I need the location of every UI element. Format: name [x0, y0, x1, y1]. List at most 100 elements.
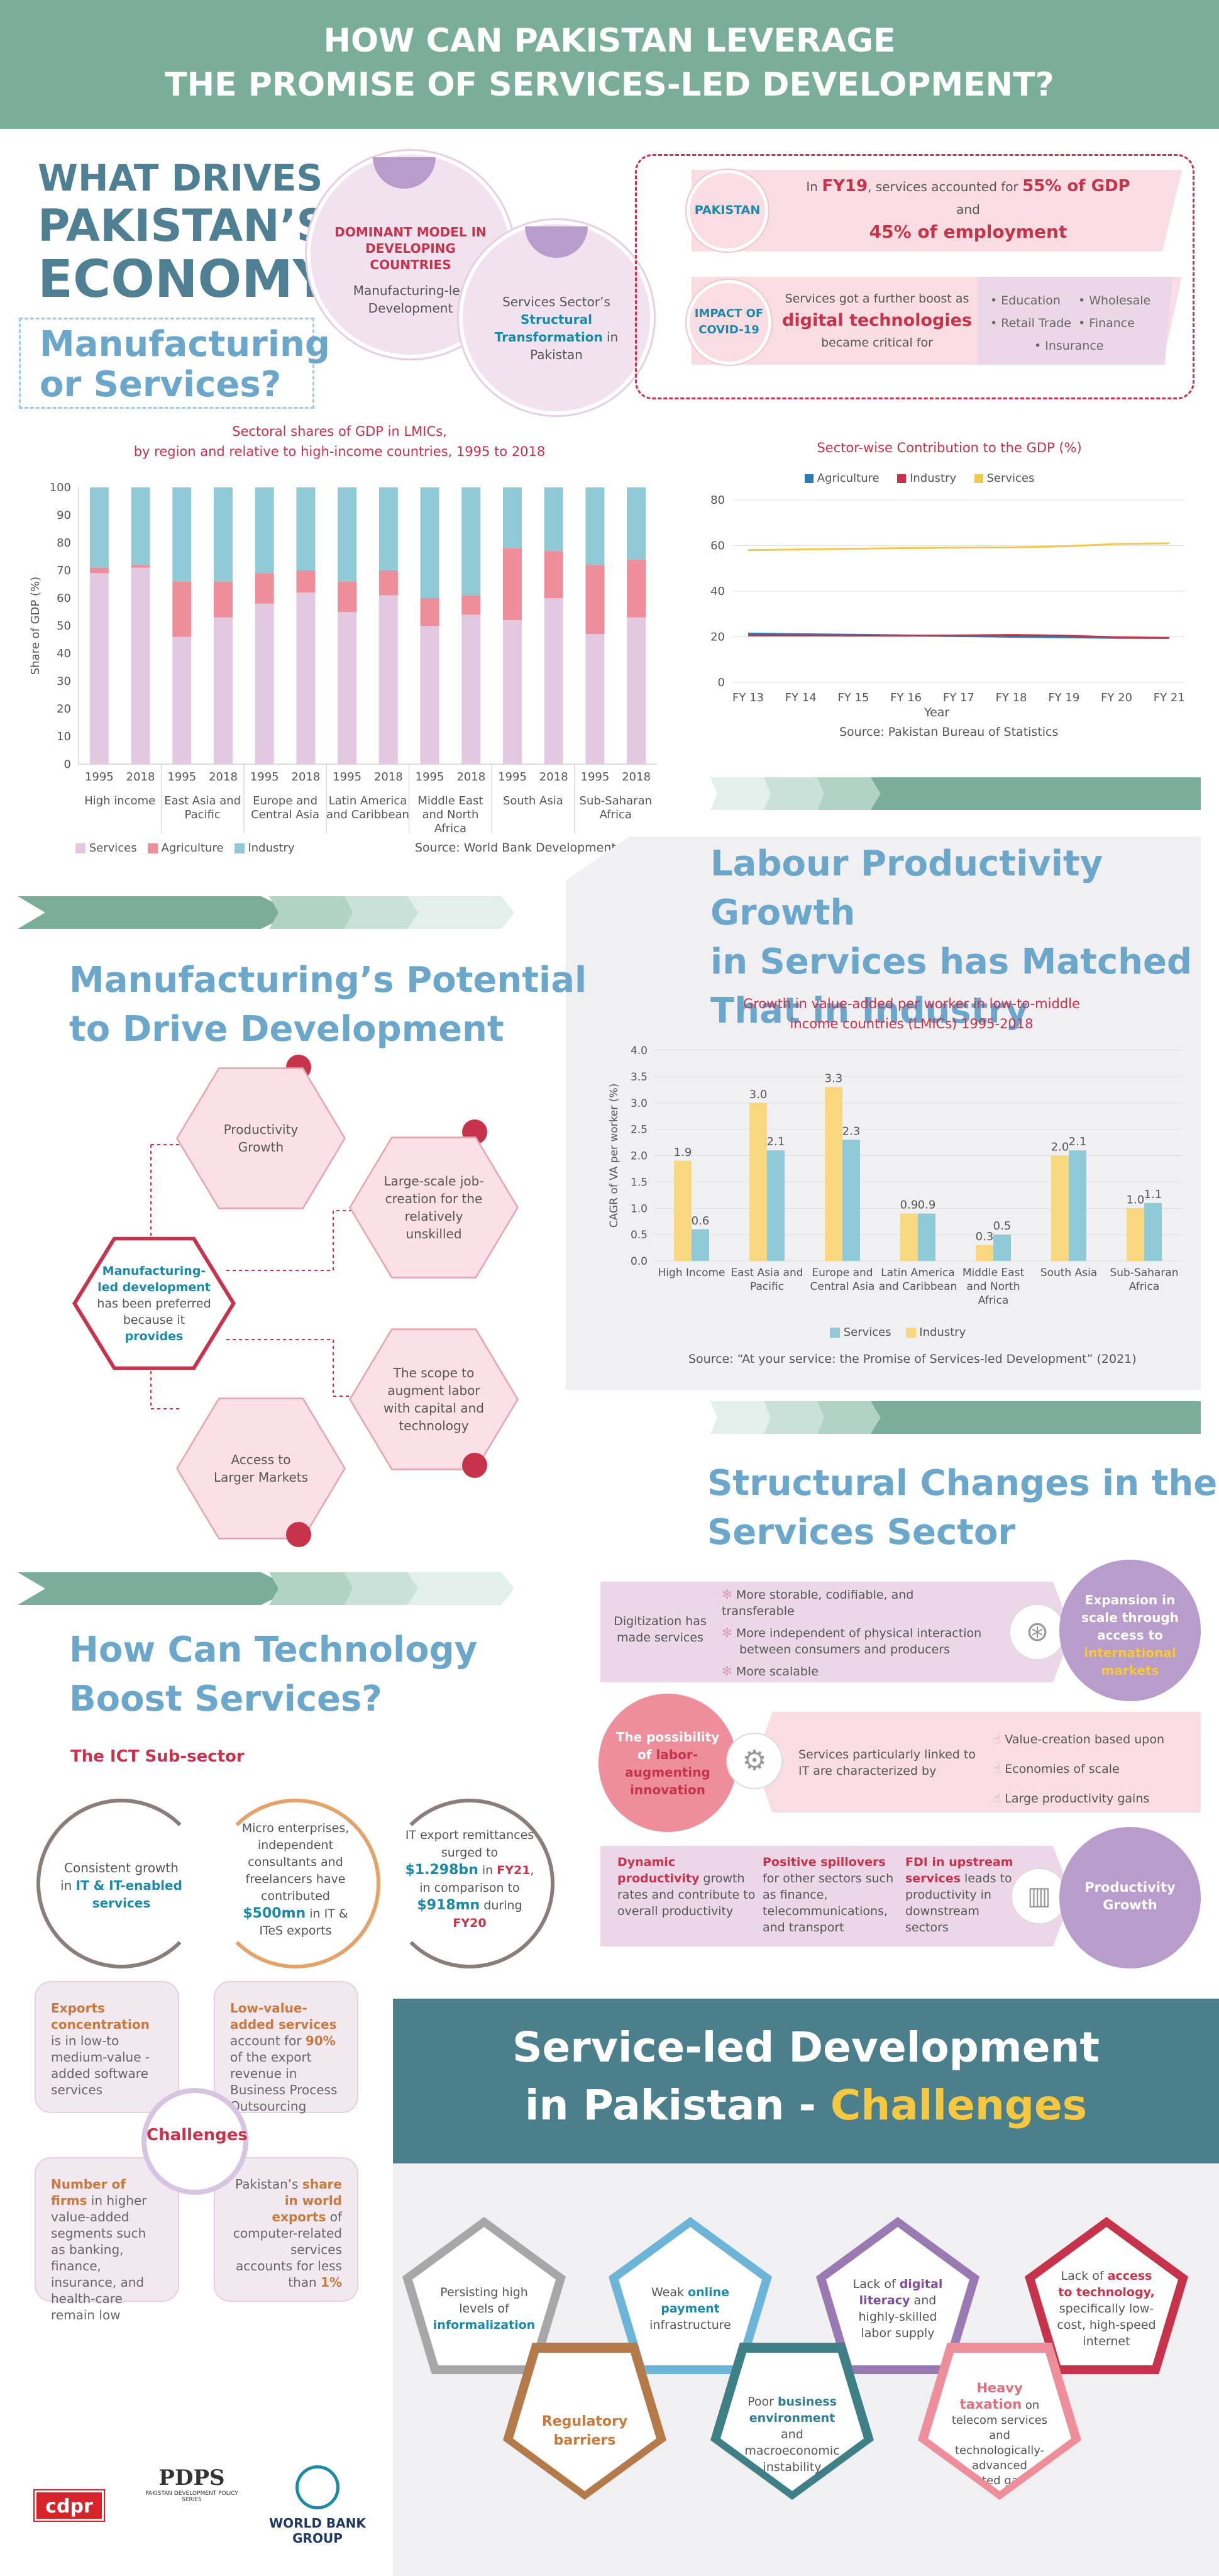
challenge-4-bold: share in world exports	[272, 2177, 343, 2224]
chart1-xtick: 2018	[126, 770, 155, 784]
labour-title: Labour Productivity Growth in Services h…	[710, 840, 1219, 1036]
chevron	[18, 896, 294, 929]
chart1-legend: Services Agriculture Industry	[75, 841, 295, 855]
chart3-bar-industry	[1127, 1208, 1144, 1261]
chart1-bar-industry	[461, 487, 481, 596]
pdps-logo-text: PDPS	[158, 2465, 225, 2490]
struct-row1-bg	[600, 1582, 1072, 1682]
chart1-bar-industry	[420, 487, 439, 598]
chart3-xtick: and Caribbean	[879, 1280, 957, 1293]
challenge-4-pct: 1%	[321, 2275, 342, 2290]
chart3-bar-services	[767, 1150, 785, 1261]
pent3-b: digital literacy	[859, 2277, 943, 2307]
chart1-bar-agriculture	[378, 570, 398, 596]
chart3-ytick: 2.5	[631, 1124, 648, 1136]
chart1-xtick: 2018	[622, 770, 651, 784]
chart2-ytick: 40	[710, 585, 725, 598]
chart1-bar-agriculture	[131, 565, 150, 568]
sector-contribution-chart: 80 60 40 20 0 FY 13 FY 14 FY 15 FY 16 FY 17 FY 18 F…	[710, 494, 1185, 704]
chart2-ytick: 80	[710, 494, 725, 507]
pent2-b: online payment	[661, 2285, 730, 2316]
challenge-4-b: of computer-related services accounts fo…	[233, 2209, 342, 2290]
ict-c3-val2: $918mn	[417, 1897, 480, 1913]
struct-row1-item-3: More scalable	[736, 1665, 819, 1679]
chevron	[871, 777, 1201, 810]
chart1-xtick: 1995	[581, 770, 610, 784]
chart3-data-label: 3.3	[825, 1072, 843, 1085]
challenge-1-bold: Exports concentration	[51, 2001, 150, 2032]
challenge-2-a: account for	[230, 2033, 306, 2048]
dominant-model-text: Manufacturing-led Development	[353, 283, 468, 316]
chart1-bar-agriculture	[461, 595, 481, 615]
chart1-bar-industry	[172, 487, 192, 582]
pent4-a: Lack of	[1061, 2269, 1108, 2283]
chart1-bar-services	[338, 612, 357, 764]
labour-source: Source: “At your service: the Promise of…	[688, 1352, 1137, 1366]
labour-chart-title: Growth in value-added per worker in low-…	[629, 994, 1194, 1034]
chart1-xtick: 2018	[456, 770, 485, 784]
chart3-bar-services	[842, 1140, 860, 1261]
legend-agriculture-swatch	[147, 843, 158, 853]
chart2-ytick: 0	[718, 676, 725, 689]
chevron-bar-4	[18, 1572, 514, 1605]
chart3-ytick: 0.5	[631, 1229, 648, 1241]
chart1-legend-services: Services	[89, 841, 137, 855]
ict-c1-bold: IT & IT-enabled services	[75, 1878, 182, 1911]
chart2-title: Sector-wise Contribution to the GDP (%)	[817, 440, 1082, 455]
labour-chart-title-2: income countries (LMICs) 1995-2018	[790, 1016, 1034, 1031]
chart1-bar-agriculture	[296, 570, 316, 593]
covid-item-retail: • Retail Trade	[990, 316, 1071, 330]
chart1-bar-services	[627, 617, 646, 764]
chart1-bar-agriculture	[338, 581, 357, 612]
chart2-legend: Agriculture Industry Services	[805, 472, 1034, 485]
chart1-group-label: Africa	[600, 808, 632, 821]
chart1-bar-industry	[378, 487, 398, 570]
struct-row3-c1-bold: Dynamic productivity	[617, 1855, 700, 1885]
ict-circle-2: Micro enterprises, independent consultan…	[211, 1799, 380, 1968]
chart1-xtick: 1995	[498, 770, 527, 784]
challenge-2-b: of the export revenue in Business Proces…	[230, 2050, 338, 2114]
chart1-bar-industry	[296, 487, 316, 570]
chart3-xtick: Sub-Saharan	[1110, 1267, 1178, 1279]
chart1-ytick: 70	[57, 564, 71, 577]
chart1-title-2: by region and relative to high-income co…	[133, 444, 546, 459]
ict-circle-1: Consistent growth in IT & IT-enabled ser…	[36, 1799, 206, 1968]
hex3-dot	[462, 1453, 487, 1478]
hex-center: Manufacturing-led development has been p…	[77, 1240, 231, 1367]
chart1-bar-agriculture	[627, 559, 646, 618]
chart3-xtick: Latin America	[881, 1267, 955, 1279]
pakistan-strip	[692, 170, 1182, 252]
chart3-bar-services	[1069, 1150, 1086, 1261]
challenge-4-a: Pakistan’s	[235, 2177, 302, 2192]
pent2-c: infrastructure	[649, 2318, 731, 2332]
chart2-xtick: FY 17	[943, 691, 974, 704]
struct-row3-col3: FDI in upstream services leads to produc…	[905, 1854, 1018, 1936]
struct-row1-circle-b: international markets	[1084, 1645, 1176, 1678]
chart1-bar-services	[544, 598, 563, 764]
ict-c1-pre: Consistent growth in	[60, 1860, 179, 1893]
chart3-data-label: 2.1	[767, 1135, 785, 1148]
legend-services-swatch	[75, 843, 85, 853]
struct-row1-circle: Expansion in scale through access to int…	[1059, 1560, 1201, 1701]
chart1-xtick: 2018	[539, 770, 568, 784]
chart3-data-label: 3.0	[749, 1088, 768, 1101]
chart1-xtick: 1995	[416, 770, 444, 784]
chart1-bar-industry	[627, 487, 646, 560]
pent3-a: Lack of	[852, 2277, 900, 2291]
services-transform-post: in Pakistan	[530, 330, 619, 362]
chart3-ytick: 1.0	[631, 1202, 648, 1215]
chart3-bar-industry	[900, 1213, 918, 1261]
covid-text-pre: Services got a further boost as	[785, 292, 969, 306]
chart3-xtick: Central Asia	[810, 1280, 875, 1293]
chart2-xtick: FY 15	[837, 691, 869, 704]
chart-icon-circle: ▥	[1011, 1868, 1067, 1924]
chart1-ytick: 30	[57, 675, 71, 688]
challenge-3-text: in higher value-added segments such as b…	[51, 2193, 147, 2323]
chart1-xtick: 1995	[333, 770, 361, 784]
chart3-xtick: Pacific	[750, 1280, 784, 1293]
chart3-bar-services	[918, 1213, 935, 1261]
challenge-box-1: Exports concentration is in low-to mediu…	[35, 1981, 179, 2113]
chart1-group-label: Europe and	[253, 794, 317, 808]
ict-c3-fy2: FY20	[453, 1916, 487, 1930]
pakistan-emp: 45% of employment	[869, 221, 1067, 242]
